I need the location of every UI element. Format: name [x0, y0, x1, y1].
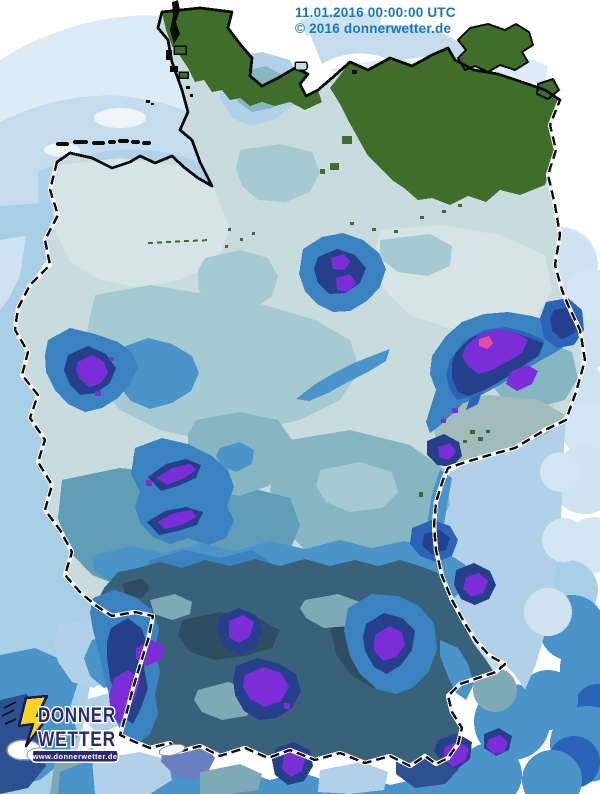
precip-region-hunsrueck [131, 438, 234, 545]
precip-region-chiemgau [454, 563, 496, 605]
timestamp-text: 11.01.2016 00:00:00 UTC [295, 5, 456, 20]
islands [56, 0, 357, 146]
copyright-text: © 2016 donnerwetter.de [295, 21, 452, 36]
precip-region-erzgebirge [426, 312, 568, 433]
donnerwetter-logo: DONNER WETTER www.donnerwetter.de [1, 694, 119, 763]
precip-region-harz [299, 233, 386, 312]
logo-url-banner [31, 749, 119, 763]
pink-peak-spot [479, 336, 493, 349]
canal-line [147, 239, 211, 244]
precip-region-fichtelgebirge [427, 434, 462, 467]
green-scatter-dots [225, 136, 490, 497]
map-header: 11.01.2016 00:00:00 UTC © 2016 donnerwet… [295, 5, 456, 37]
precip-systems [45, 233, 584, 785]
fehmarn-island [294, 61, 308, 71]
precip-region-allgaeu [233, 658, 301, 720]
precip-region-sauerland [114, 338, 199, 409]
country-borders [12, 6, 588, 769]
logo-url-text: www.donnerwetter.de [32, 752, 118, 761]
precip-region-thueringer-wald [296, 349, 390, 401]
logo-title-line2: WETTER [38, 728, 116, 751]
sylt-island [170, 0, 180, 44]
land-border [13, 99, 587, 768]
lake-constance [158, 743, 186, 757]
czech-area [435, 422, 586, 690]
precip-region-eifel [45, 328, 138, 412]
green-region-schleswig [162, 8, 322, 110]
coastline [55, 6, 562, 188]
precip-region-bayerischer-wald [344, 594, 437, 694]
green-regions [147, 8, 561, 497]
ruegen-island [456, 22, 535, 74]
green-region-mecklenburg [330, 48, 560, 205]
precip-region-schwaebische-alb [217, 608, 263, 654]
logo-title-line1: DONNER [38, 704, 116, 727]
